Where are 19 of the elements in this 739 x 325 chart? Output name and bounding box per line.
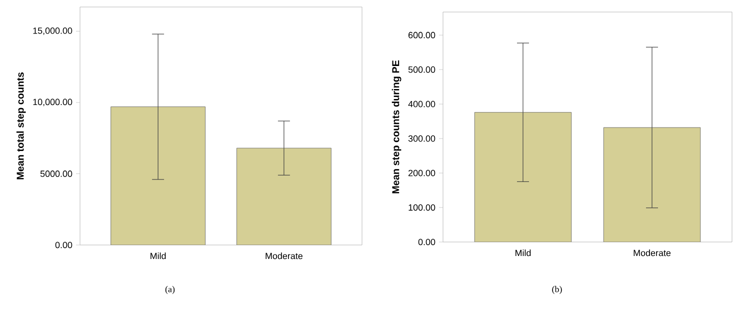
x-tick-label: Moderate — [634, 250, 671, 256]
x-tick-label: Mild — [150, 252, 166, 260]
y-tick-label: 10,000.00 — [33, 98, 72, 106]
text: (b) — [552, 286, 562, 294]
y-tick-label: 0.00 — [55, 242, 72, 248]
y-tick-label: 0.00 — [418, 238, 436, 246]
y-tick-label: 400.00 — [408, 100, 436, 108]
y-tick-label: 5000.00 — [40, 170, 72, 177]
y-tick-label: 300.00 — [408, 135, 436, 142]
y-tick-label: 100.00 — [408, 204, 436, 211]
text: (a) — [165, 286, 175, 294]
y-axis-title: Mean total step counts — [16, 72, 26, 180]
y-tick-label: 15,000.00 — [33, 28, 72, 35]
y-tick-label: 200.00 — [408, 170, 436, 176]
x-tick-label: Moderate — [266, 252, 302, 260]
y-tick-label: 600.00 — [408, 32, 436, 38]
x-tick-label: Mild — [516, 250, 531, 256]
y-tick-label: 500.00 — [408, 66, 436, 73]
y-axis-title: Mean step counts during PE — [392, 60, 402, 194]
